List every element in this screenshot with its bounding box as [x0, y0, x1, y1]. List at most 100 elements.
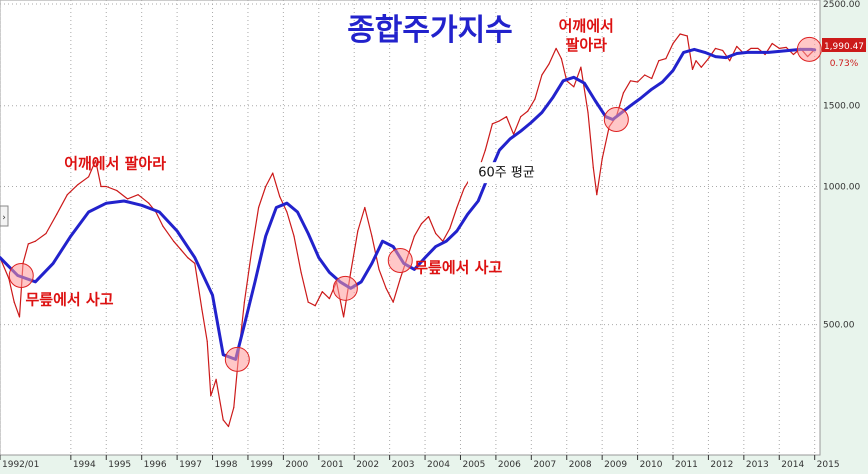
- price-point: [126, 198, 129, 200]
- price-point: [792, 53, 795, 56]
- moving-average-point: [140, 204, 143, 207]
- moving-average-point: [573, 76, 575, 79]
- price-point: [644, 74, 646, 76]
- moving-average-point: [477, 200, 479, 202]
- price-point: [534, 98, 536, 100]
- price-point: [691, 68, 694, 71]
- price-point: [771, 42, 773, 45]
- price-point: [587, 111, 589, 114]
- moving-average-point: [562, 80, 564, 82]
- moving-average-point: [693, 48, 696, 51]
- price-point: [651, 77, 653, 80]
- price-point: [449, 227, 451, 230]
- price-point: [13, 301, 15, 303]
- price-point: [222, 419, 224, 421]
- x-tick-label: 1998: [215, 460, 238, 470]
- price-point: [272, 172, 274, 174]
- scroll-handle-arrow-icon: ›: [2, 213, 6, 223]
- moving-average-point: [328, 271, 331, 274]
- moving-average-point: [735, 52, 738, 55]
- price-point: [573, 86, 575, 88]
- price-point: [764, 53, 766, 56]
- price-point: [45, 232, 47, 235]
- moving-average-point: [456, 230, 458, 232]
- moving-average-point: [757, 51, 759, 54]
- y-tick-label: 2500.00: [823, 0, 860, 10]
- price-point: [87, 176, 90, 178]
- price-point: [601, 158, 603, 160]
- price-point: [187, 257, 189, 259]
- x-tick-label: 2004: [427, 460, 450, 470]
- price-point: [300, 271, 302, 273]
- price-point: [629, 80, 632, 82]
- price-point: [385, 287, 387, 289]
- price-point: [672, 42, 674, 45]
- price-point: [286, 211, 288, 213]
- price-point: [665, 58, 667, 60]
- annotation-label: 어깨에서: [559, 17, 614, 35]
- highlight-circle: [603, 106, 629, 132]
- price-point: [56, 213, 58, 215]
- moving-average-point: [650, 88, 653, 90]
- price-point: [658, 60, 660, 62]
- moving-average-point: [767, 51, 770, 54]
- price-point: [378, 268, 380, 270]
- moving-average-point: [222, 353, 224, 356]
- price-point: [233, 406, 235, 409]
- price-point: [413, 235, 416, 237]
- price-point: [750, 47, 752, 50]
- price-point: [293, 235, 295, 237]
- scroll-handle[interactable]: [0, 205, 9, 227]
- highlight-circle: [332, 275, 358, 301]
- price-point: [18, 316, 21, 318]
- moving-average-point: [381, 240, 384, 243]
- moving-average-point: [123, 200, 125, 202]
- last-value-box: [822, 38, 866, 52]
- annotation-label: 팔아라: [566, 36, 608, 54]
- price-point: [279, 196, 281, 198]
- price-point: [328, 297, 331, 300]
- highlight-circle: [387, 247, 413, 273]
- price-point: [721, 49, 724, 52]
- price-point: [736, 45, 738, 48]
- moving-average-point: [551, 97, 554, 99]
- moving-average-point: [286, 202, 288, 204]
- price-point: [265, 185, 267, 188]
- moving-average-point: [594, 99, 596, 102]
- price-point: [548, 63, 550, 65]
- price-point: [357, 230, 359, 232]
- moving-average-point: [317, 256, 320, 259]
- price-point: [435, 232, 437, 235]
- annotation-label: 60주 평균: [478, 166, 535, 181]
- x-tick-label: 2000: [285, 460, 308, 470]
- moving-average-point: [583, 82, 586, 84]
- highlight-circle: [224, 346, 250, 372]
- price-point: [77, 183, 79, 186]
- x-tick-label: 1992/01: [2, 460, 39, 470]
- last-value-label: 1,990.47: [824, 42, 864, 52]
- price-point: [342, 316, 345, 318]
- price-point: [27, 243, 29, 245]
- moving-average-point: [714, 55, 717, 58]
- highlight-circle: [8, 262, 34, 288]
- moving-average-point: [52, 262, 54, 265]
- x-tick-label: 1997: [179, 460, 202, 470]
- moving-average-point: [498, 149, 501, 152]
- price-point: [505, 116, 508, 118]
- price-point: [201, 308, 203, 310]
- price-point: [580, 66, 582, 68]
- price-point: [364, 206, 366, 209]
- price-point: [420, 223, 423, 225]
- moving-average-point: [530, 121, 533, 124]
- moving-average-point: [392, 245, 394, 248]
- annotation-label: 무릎에서 사고: [25, 290, 113, 308]
- price-point: [210, 395, 212, 397]
- x-tick-label: 2005: [462, 460, 485, 470]
- price-point: [180, 248, 182, 250]
- price-point: [463, 187, 465, 190]
- price-point: [714, 47, 717, 50]
- moving-average-point: [360, 281, 363, 283]
- moving-average-point: [682, 51, 685, 54]
- moving-average-point: [466, 213, 469, 216]
